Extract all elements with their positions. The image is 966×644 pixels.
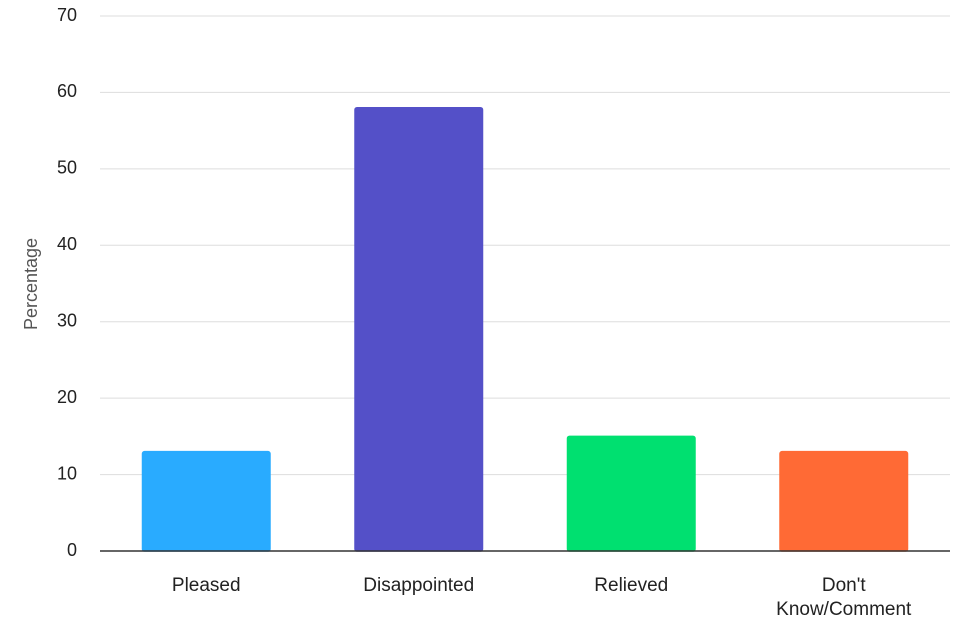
x-tick-label: Disappointed xyxy=(363,575,475,596)
bar xyxy=(779,450,909,552)
y-tick-label: 60 xyxy=(57,81,77,101)
y-tick-label: 0 xyxy=(67,540,77,560)
y-tick-label: 30 xyxy=(57,310,77,330)
y-tick-label: 20 xyxy=(57,387,77,407)
y-tick-label: 10 xyxy=(57,463,77,483)
x-tick-label: Pleased xyxy=(171,575,241,596)
bar xyxy=(354,106,484,552)
y-tick-label: 40 xyxy=(57,234,77,254)
x-tick-label: Don't Know/Comment xyxy=(776,575,912,620)
y-axis-title: Percentage xyxy=(21,238,41,330)
bar xyxy=(566,435,696,552)
bar xyxy=(141,450,271,552)
y-tick-label: 70 xyxy=(57,5,77,25)
y-tick-label: 50 xyxy=(57,158,77,178)
x-tick-label: Relieved xyxy=(594,575,669,596)
